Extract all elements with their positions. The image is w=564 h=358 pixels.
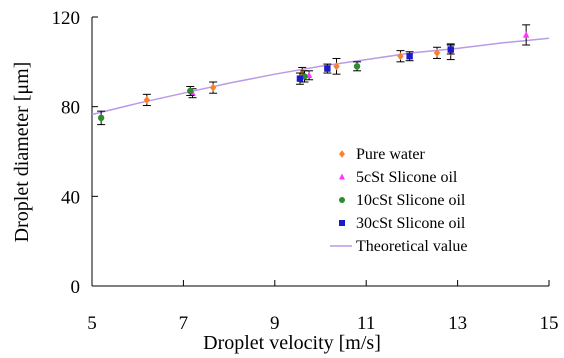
plot-area: 0 40 80 120 5 7 9 11 13 15 Pure water 5cSt Slicone … — [52, 8, 559, 334]
data-point — [353, 63, 361, 70]
legend-marker — [339, 197, 345, 203]
y-tick-label: 80 — [61, 98, 80, 119]
y-axis-title: Droplet diameter [μm] — [11, 62, 33, 243]
data-point — [209, 83, 217, 92]
legend-label: Pure water — [356, 146, 426, 163]
legend-marker — [339, 150, 345, 158]
data-point — [333, 62, 340, 71]
x-tick-label: 7 — [179, 313, 189, 334]
y-tick-label: 0 — [71, 277, 81, 298]
legend-marker — [339, 220, 345, 226]
legend-label: 30cSt Slicone oil — [356, 215, 466, 232]
legend-label: Theoretical value — [356, 238, 468, 255]
data-point — [187, 87, 194, 95]
data-point — [143, 95, 151, 104]
legend-label: 5cSt Slicone oil — [356, 169, 458, 186]
legend-marker — [339, 173, 345, 180]
data-point — [447, 46, 454, 53]
data-point — [397, 52, 404, 61]
y-tick-label: 120 — [52, 8, 81, 29]
x-tick-label: 9 — [270, 313, 280, 334]
legend-label: 10cSt Slicone oil — [356, 192, 466, 209]
x-tick-label: 13 — [448, 313, 467, 334]
data-point — [324, 65, 331, 72]
data-point — [97, 114, 105, 122]
y-tick-label: 40 — [61, 187, 80, 208]
data-point — [406, 53, 413, 60]
data-point — [296, 75, 304, 82]
x-axis-title: Droplet velocity [m/s] — [203, 332, 381, 354]
x-tick-label: 11 — [357, 313, 375, 334]
data-point — [522, 31, 530, 38]
x-tick-label: 15 — [540, 313, 559, 334]
x-tick-label: 5 — [87, 313, 97, 334]
data-point — [433, 48, 441, 57]
theoretical-curve — [91, 37, 550, 116]
